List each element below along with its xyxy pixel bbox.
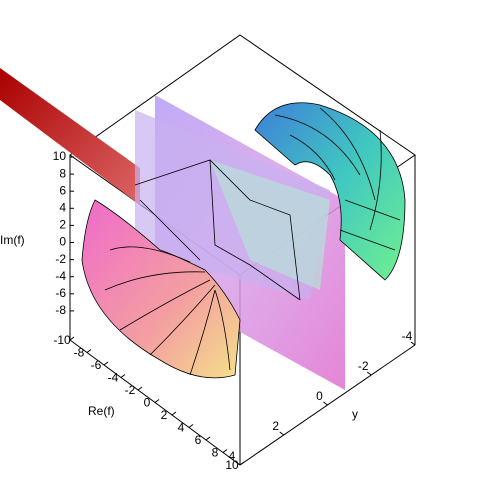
tube-surface <box>0 68 140 205</box>
x-tick-label: 6 <box>195 433 202 447</box>
x-tick <box>154 399 160 403</box>
x-tick-label: 8 <box>212 446 219 460</box>
mesh-lines <box>274 107 401 251</box>
z-tick-label: 8 <box>59 166 66 180</box>
y-axis-label: y <box>352 407 358 421</box>
x-tick-label: -10 <box>53 333 71 347</box>
y-tick <box>323 401 328 406</box>
x-tick-label: 4 <box>178 421 185 435</box>
x-axis-label: Re(f) <box>88 404 115 418</box>
z-tick-label: -8 <box>55 303 66 317</box>
sheet-surface <box>210 160 330 290</box>
y-tick <box>410 341 416 346</box>
z-axis-label: Im(f) <box>0 233 25 247</box>
y-tick-label: -2 <box>358 359 369 373</box>
z-tick-label: 2 <box>59 218 66 232</box>
y-tick <box>366 371 372 376</box>
x-tick-label: -4 <box>108 371 119 385</box>
z-tick-label: 0 <box>59 235 66 249</box>
y-tick <box>279 431 285 436</box>
z-tick-label: 4 <box>59 200 66 214</box>
x-tick <box>69 336 75 341</box>
x-tick <box>222 449 228 453</box>
x-tick <box>188 424 194 428</box>
x-tick <box>103 361 109 366</box>
x-tick <box>120 374 126 378</box>
z-tick-label: 10 <box>53 149 67 163</box>
y-tick-label: 4 <box>229 449 236 463</box>
x-tick-label: -2 <box>125 383 136 397</box>
mesh-lines <box>134 159 301 301</box>
right-surface <box>254 102 406 281</box>
z-tick-label: 6 <box>59 183 66 197</box>
x-tick <box>137 386 143 391</box>
y-tick-label: 2 <box>272 419 279 433</box>
z-tick-label: -6 <box>55 286 66 300</box>
surfaces <box>0 68 406 390</box>
x-tick-label: -6 <box>91 358 102 372</box>
x-tick-label: -8 <box>74 346 85 360</box>
x-tick <box>239 461 245 466</box>
x-tick <box>86 349 92 353</box>
y-tick <box>235 461 241 466</box>
x-tick <box>205 436 211 441</box>
x-tick-label: 10 <box>225 458 239 472</box>
z-tick-label: -4 <box>55 269 66 283</box>
y-tick-label: 0 <box>316 389 323 403</box>
x-tick-label: 0 <box>144 396 151 410</box>
x-tick-label: 2 <box>161 408 168 422</box>
z-tick-label: -2 <box>55 252 66 266</box>
x-tick <box>171 411 177 416</box>
mesh-lines <box>104 246 231 376</box>
y-tick-label: -4 <box>402 329 413 343</box>
left-surface <box>81 199 241 379</box>
